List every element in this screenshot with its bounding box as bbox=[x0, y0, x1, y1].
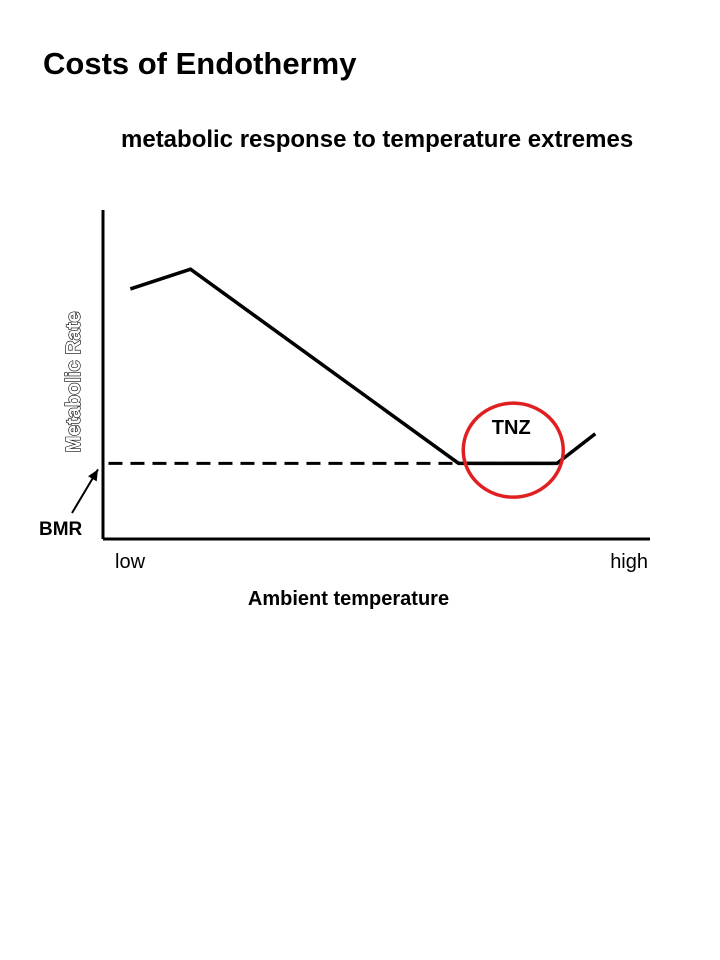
y-axis-label: Metabolic Rate bbox=[63, 311, 85, 452]
page-title: Costs of Endothermy bbox=[43, 46, 357, 81]
x-tick-label-high: high bbox=[610, 551, 648, 573]
page-subtitle: metabolic response to temperature extrem… bbox=[121, 126, 634, 153]
x-axis-label: Ambient temperature bbox=[248, 588, 449, 610]
metabolic-rate-line bbox=[129, 267, 597, 466]
x-tick-label-low: low bbox=[115, 551, 146, 573]
bmr-arrowhead-icon bbox=[88, 469, 98, 482]
tnz-label: TNZ bbox=[492, 417, 531, 439]
bmr-label: BMR bbox=[39, 519, 83, 540]
tnz-ellipse bbox=[461, 401, 565, 499]
